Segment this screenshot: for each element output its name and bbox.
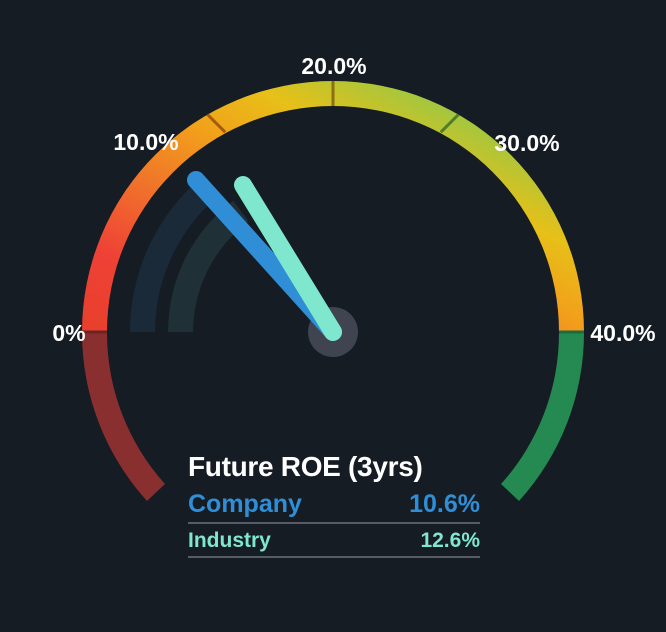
gauge-track-arcs bbox=[129, 185, 249, 332]
legend-label-company: Company bbox=[188, 490, 302, 518]
gauge-tick-label-10: 10.0% bbox=[113, 129, 178, 155]
gauge-legend: Future ROE (3yrs) Company 10.6% Industry… bbox=[188, 450, 480, 558]
gauge-tick-label-20: 20.0% bbox=[301, 53, 366, 79]
gauge-tick-label-40: 40.0% bbox=[590, 320, 655, 346]
gauge-tick-label-30: 30.0% bbox=[494, 130, 559, 156]
gauge-tick-marks bbox=[82, 81, 584, 334]
legend-value-company: 10.6% bbox=[409, 490, 480, 518]
gauge-band-above-forty bbox=[501, 332, 585, 501]
gauge-band-below-zero bbox=[81, 332, 165, 501]
gauge-tick-label-0: 0% bbox=[52, 320, 85, 346]
legend-row-industry: Industry 12.6% bbox=[188, 529, 480, 558]
gauge-needle-industry bbox=[234, 176, 342, 341]
chart-title: Future ROE (3yrs) bbox=[188, 451, 423, 482]
legend-row-company: Company 10.6% bbox=[188, 490, 480, 524]
legend-label-industry: Industry bbox=[188, 529, 271, 552]
legend-value-industry: 12.6% bbox=[420, 529, 480, 552]
gauge-band-main bbox=[82, 81, 584, 332]
